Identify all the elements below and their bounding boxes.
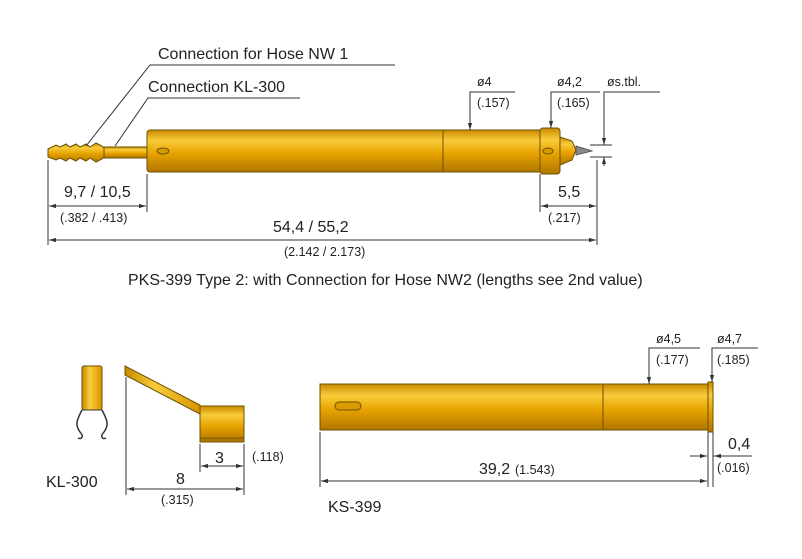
kl300-side <box>124 365 245 443</box>
label-hose-nw1: Connection for Hose NW 1 <box>158 46 348 63</box>
dim-0-4: 0,4 <box>728 436 750 453</box>
label-ks399: KS-399 <box>328 499 381 516</box>
dim-8: 8 <box>176 471 185 488</box>
dim-total: 54,4 / 55,2 <box>273 219 349 236</box>
dim-d47: ø4,7 <box>717 332 742 346</box>
probe-barrel <box>146 129 546 173</box>
dim-5-5-inch: (.217) <box>548 211 581 225</box>
dim-3: 3 <box>215 450 224 467</box>
barrel-hole <box>156 147 170 155</box>
dim-d42: ø4,2 <box>557 75 582 89</box>
dim-0-4-inch: (.016) <box>717 461 750 475</box>
dim-d47-inch: (.185) <box>717 353 750 367</box>
probe-tip <box>559 136 577 166</box>
dim-39-2-inch: (1.543) <box>515 463 555 477</box>
hose-barb <box>47 142 149 163</box>
head-hole <box>542 147 554 155</box>
probe-pks399 <box>47 127 594 175</box>
caption-pks399: PKS-399 Type 2: with Connection for Hose… <box>128 272 643 289</box>
dim-total-inch: (2.142 / 2.173) <box>284 245 365 259</box>
dim-d45-inch: (.177) <box>656 353 689 367</box>
dim-39-2: 39,2 <box>479 461 510 478</box>
dim-d42-inch: (.165) <box>557 96 590 110</box>
dim-5-5: 5,5 <box>558 184 580 201</box>
label-kl300: KL-300 <box>46 474 98 491</box>
dim-s-tbl: øs.tbl. <box>607 75 641 89</box>
dim-d45: ø4,5 <box>656 332 681 346</box>
dim-d4-inch: (.157) <box>477 96 510 110</box>
dim-3-inch: (.118) <box>252 450 284 464</box>
label-connection-kl300: Connection KL-300 <box>148 79 285 96</box>
ks399-receptacle <box>319 381 714 433</box>
dim-9-7: 9,7 / 10,5 <box>64 184 131 201</box>
dim-d4: ø4 <box>477 75 492 89</box>
dim-8-inch: (.315) <box>161 493 194 507</box>
kl300-clip <box>76 365 108 440</box>
dim-9-7-inch: (.382 / .413) <box>60 211 127 225</box>
